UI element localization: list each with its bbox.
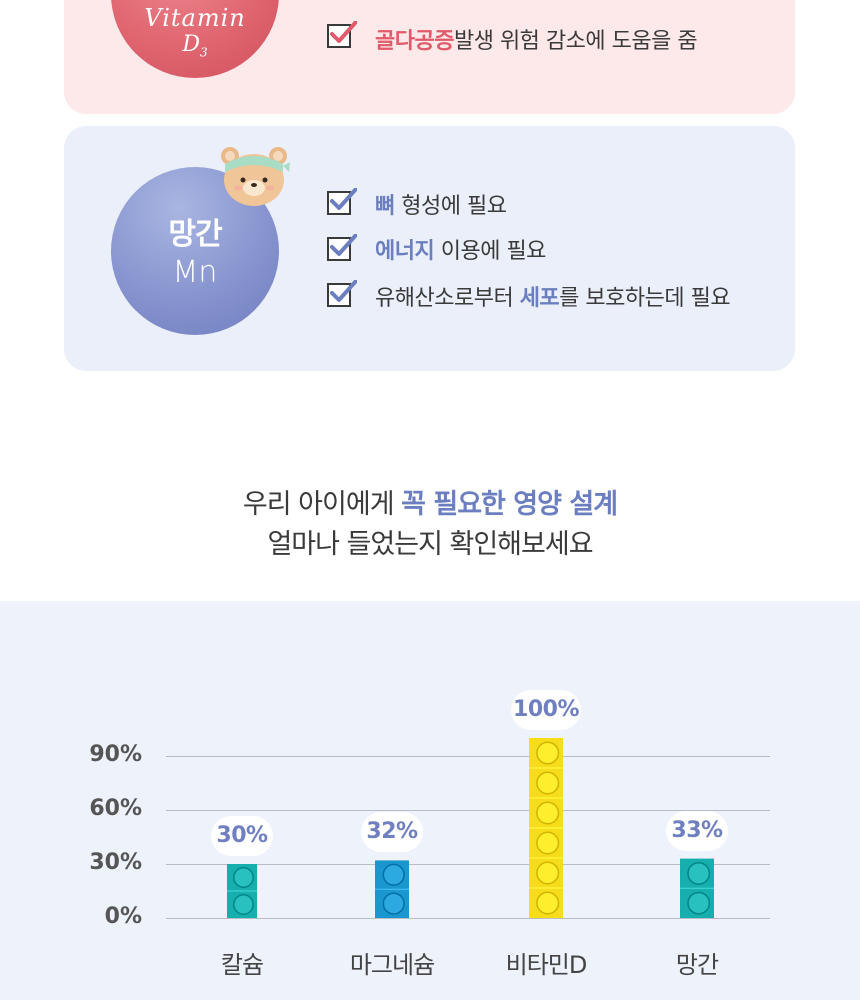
- chart-panel: [0, 601, 860, 1000]
- gridline: [166, 756, 770, 757]
- x-category-label: 칼슘: [220, 951, 264, 979]
- brick-stud: [687, 891, 711, 915]
- brick-stud: [536, 831, 560, 855]
- manganese-item-3: 유해산소로부터 세포를 보호하는데 필요: [375, 286, 731, 311]
- value-label: 100%: [511, 690, 581, 730]
- brick-stud: [687, 862, 711, 885]
- manganese-symbol: Mn: [172, 255, 218, 290]
- x-category-label: 비타민D: [505, 951, 588, 979]
- y-tick-label: 0%: [104, 904, 142, 929]
- x-category-label: 마그네슘: [349, 951, 435, 979]
- vitamin-d-name-line2: D3: [182, 32, 208, 60]
- vitamin-d-name-line1: Vitamin: [144, 4, 246, 32]
- check-icon: [327, 188, 357, 215]
- brick-stud: [536, 801, 560, 825]
- bar-칼슘: [227, 864, 257, 918]
- brick-stud: [382, 892, 405, 915]
- bar-마그네슘: [375, 860, 409, 918]
- brick-stud: [536, 861, 560, 885]
- manganese-name: 망간: [168, 217, 222, 252]
- value-label: 32%: [361, 812, 423, 853]
- brick-stud: [233, 894, 254, 915]
- y-tick-label: 60%: [89, 796, 142, 821]
- manganese-item-2: 에너지 이용에 필요: [375, 239, 546, 264]
- headline-line2: 얼마나 들었는지 확인해보세요: [267, 529, 593, 560]
- check-icon: [327, 234, 357, 261]
- vitamin-d-item: 골다공증발생 위험 감소에 도움을 줌: [375, 29, 698, 54]
- gridline: [166, 918, 770, 919]
- gridline: [166, 864, 770, 865]
- headline-line1: 우리 아이에게 꼭 필요한 영양 설계: [242, 489, 618, 520]
- check-icon: [327, 280, 357, 307]
- value-label: 33%: [666, 810, 728, 851]
- value-label: 30%: [211, 816, 273, 856]
- brick-stud: [233, 867, 254, 888]
- gridline: [166, 810, 770, 811]
- manganese-item-1: 뼈 형성에 필요: [375, 194, 507, 219]
- brick-stud: [536, 891, 560, 915]
- check-icon: [327, 21, 357, 48]
- bear-mascot-icon: [221, 147, 290, 206]
- y-tick-label: 90%: [89, 742, 142, 767]
- y-tick-label: 30%: [89, 850, 142, 875]
- bar-망간: [680, 858, 714, 918]
- x-category-label: 망간: [675, 951, 719, 979]
- bar-비타민D: [529, 738, 563, 918]
- brick-stud: [382, 863, 405, 886]
- brick-stud: [536, 771, 560, 795]
- brick-stud: [536, 741, 560, 765]
